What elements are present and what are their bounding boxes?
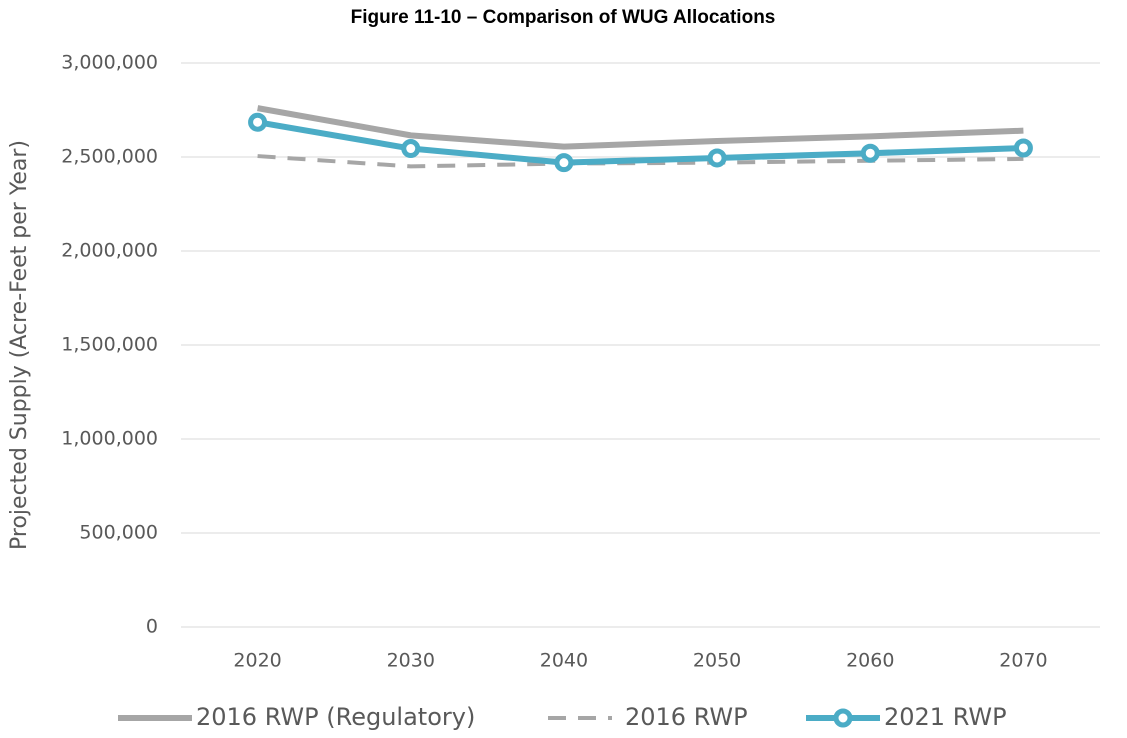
- legend-label: 2021 RWP: [884, 703, 1007, 731]
- x-tick-label: 2070: [999, 650, 1047, 672]
- x-tick-label: 2030: [387, 650, 435, 672]
- series-line: [257, 105, 1024, 150]
- y-tick-label: 2,000,000: [61, 240, 158, 262]
- series-line: [257, 154, 1024, 169]
- chart-title: Figure 11-10 – Comparison of WUG Allocat…: [351, 7, 776, 28]
- legend-label: 2016 RWP (Regulatory): [196, 703, 475, 731]
- y-tick-label: 500,000: [79, 522, 158, 544]
- x-tick-label: 2060: [846, 650, 894, 672]
- series-marker: [860, 143, 880, 163]
- legend-marker: [833, 708, 853, 728]
- x-tick-label: 2040: [540, 650, 588, 672]
- series-line: [257, 119, 1024, 166]
- series-marker: [707, 148, 727, 168]
- y-tick-label: 0: [146, 616, 158, 638]
- y-tick-label: 3,000,000: [61, 52, 158, 74]
- y-tick-label: 1,000,000: [61, 428, 158, 450]
- y-tick-label: 2,500,000: [61, 146, 158, 168]
- y-tick-label: 1,500,000: [61, 334, 158, 356]
- x-tick-label: 2050: [693, 650, 741, 672]
- legend-label: 2016 RWP: [625, 703, 748, 731]
- series-marker: [554, 153, 574, 173]
- y-axis-title: Projected Supply (Acre-Feet per Year): [7, 140, 32, 550]
- series-marker: [248, 112, 268, 132]
- series-marker: [401, 139, 421, 159]
- series-marker: [1013, 138, 1033, 158]
- x-tick-label: 2020: [233, 650, 281, 672]
